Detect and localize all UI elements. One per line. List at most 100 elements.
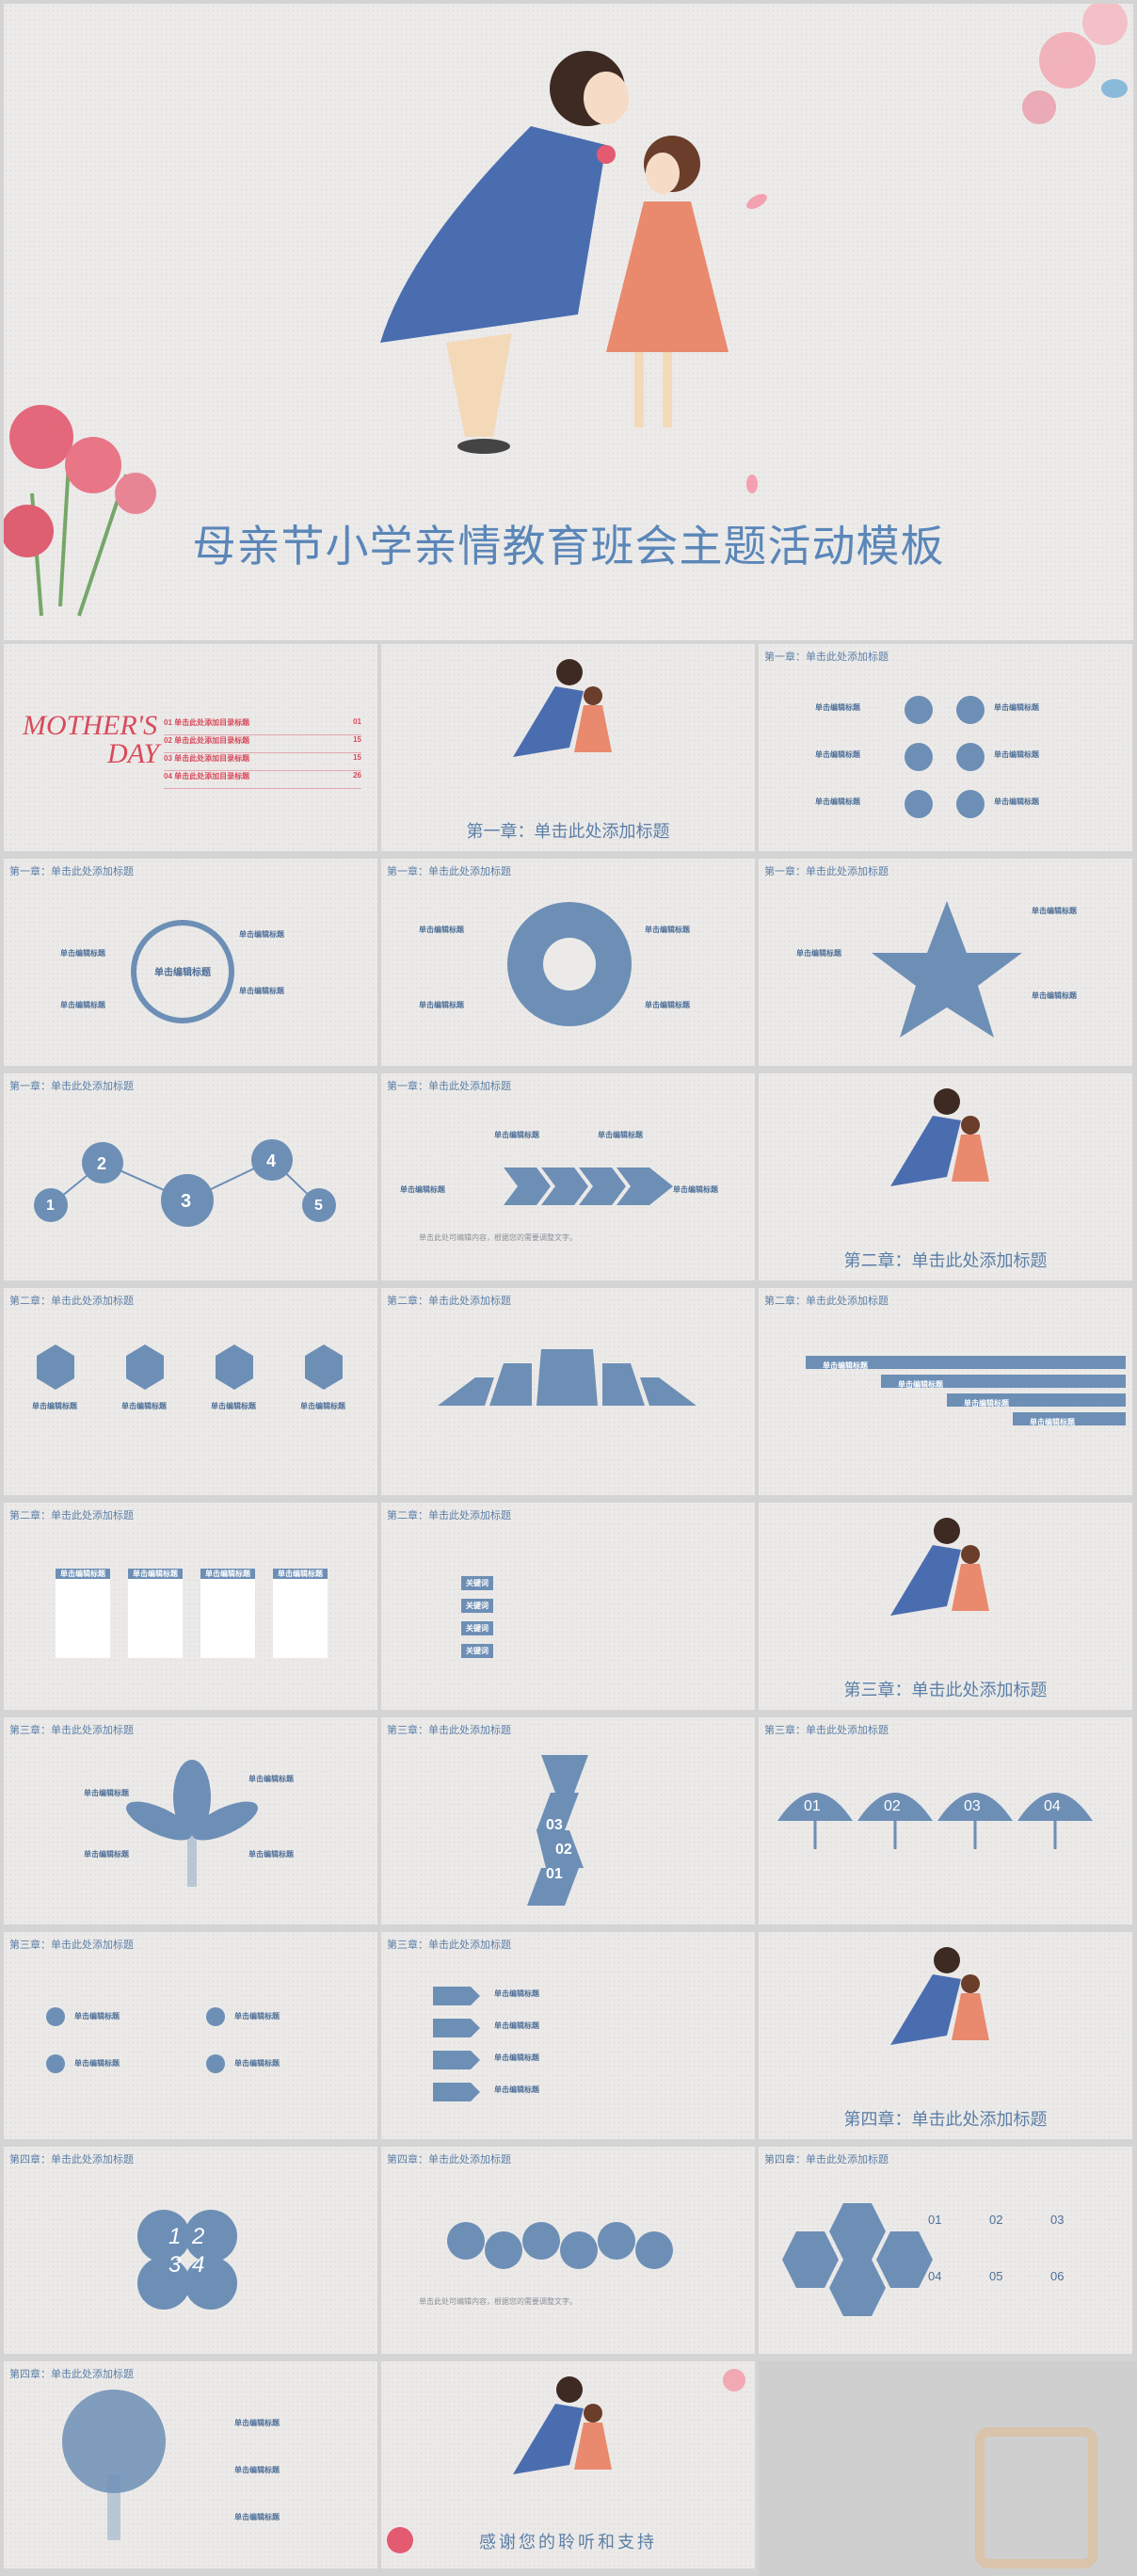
item-title: 单击编辑标题 — [84, 1789, 129, 1797]
corner-flowers — [1022, 4, 1128, 124]
slide-header: 第二章：单击此处添加标题 — [9, 1510, 134, 1521]
slide-8-steps[interactable]: 第一章：单击此处添加标题 1 2 3 4 5 — [4, 1073, 377, 1280]
slide-6-ring[interactable]: 第一章：单击此处添加标题 单击编辑标题 单击编辑标题 单击编辑标题 单击编辑标题 — [381, 859, 755, 1066]
item-title: 单击编辑标题 — [84, 1850, 129, 1859]
item-title: 单击编辑标题 — [994, 703, 1039, 712]
slide-header: 第三章：单击此处添加标题 — [387, 1725, 511, 1736]
slide-2-toc[interactable]: MOTHER'S DAY 01 单击此处添加目录标题 01 02 单击此处添加目录… — [4, 644, 377, 851]
item-title: 单击编辑标题 — [494, 2053, 539, 2062]
item-number: 01 — [928, 2213, 942, 2227]
item-title: 单击编辑标题 — [994, 750, 1039, 759]
item-title: 单击编辑标题 — [248, 1775, 294, 1783]
item-title: 单击编辑标题 — [248, 1850, 294, 1859]
toc-list: 01 单击此处添加目录标题 01 02 单击此处添加目录标题 15 03 单击此处添… — [164, 717, 361, 789]
hero-title: 母亲节小学亲情教育班会主题活动模板 — [192, 522, 945, 571]
slide-14-cards[interactable]: 第二章：单击此处添加标题 单击编辑标题 单击编辑标题 单击编辑标题 单击编辑标题 — [4, 1503, 377, 1710]
chapter-title: 第二章：单击此处添加标题 — [843, 1251, 1048, 1270]
keyword-tag: 关键词 — [461, 1621, 493, 1635]
hero-slide[interactable]: 母亲节小学亲情教育班会主题活动模板 — [4, 4, 1133, 640]
item-number: 05 — [989, 2269, 1003, 2283]
step-number: 5 — [314, 1198, 323, 1214]
item-title: 单击编辑标题 — [74, 2059, 120, 2068]
item-title: 单击编辑标题 — [234, 2012, 280, 2021]
slide-23-petals[interactable]: 第四章：单击此处添加标题 1 2 3 4 — [4, 2147, 377, 2354]
slide-header: 第一章：单击此处添加标题 — [387, 1081, 511, 1092]
ring-diagram — [507, 902, 632, 1026]
item-title: 单击编辑标题 — [1032, 991, 1077, 1000]
slide-9-arrows[interactable]: 第一章：单击此处添加标题 单击编辑标题 单击编辑标题 单击编辑标题 单击编辑标题… — [381, 1073, 755, 1280]
slide-26-tree[interactable]: 第四章：单击此处添加标题 单击编辑标题 单击编辑标题 单击编辑标题 — [4, 2361, 377, 2568]
slide-3-chapter[interactable]: 第一章：单击此处添加标题 — [381, 644, 755, 851]
slide-7-star[interactable]: 第一章：单击此处添加标题 单击编辑标题 单击编辑标题 单击编辑标题 — [759, 859, 1132, 1066]
mothers-text: MOTHER'S — [23, 710, 158, 741]
arrow-diagram — [504, 1167, 673, 1205]
item-title: 单击编辑标题 — [994, 797, 1039, 806]
slide-24-bubbles[interactable]: 第四章：单击此处添加标题 单击此处可编辑内容，根据您的需要调整文字。 — [381, 2147, 755, 2354]
umbrella-number: 03 — [964, 1798, 981, 1814]
slide-13-bars[interactable]: 第二章：单击此处添加标题 单击编辑标题 单击编辑标题 单击编辑标题 单击编辑标题 — [759, 1288, 1132, 1495]
mother-child-illustration — [890, 1088, 989, 1186]
star-diagram — [872, 901, 1022, 1038]
slide-header: 第一章：单击此处添加标题 — [9, 1081, 134, 1092]
slide-12-podium[interactable]: 第二章：单击此处添加标题 — [381, 1288, 755, 1495]
item-number: 04 — [928, 2269, 942, 2283]
card: 单击编辑标题 — [128, 1569, 183, 1658]
thanks-text: 感谢您的聆听和支持 — [479, 2533, 657, 2552]
arrow-number: 01 — [546, 1866, 563, 1882]
mother-child-illustration — [890, 1947, 989, 2045]
keyword-tag: 关键词 — [461, 1576, 493, 1590]
item-title: 单击编辑标题 — [211, 1402, 256, 1410]
podium-diagram — [438, 1349, 697, 1406]
watermark-logo — [975, 2427, 1097, 2568]
mother-child-illustration — [513, 659, 612, 757]
card: 单击编辑标题 — [200, 1569, 255, 1658]
item-title: 单击编辑标题 — [234, 2059, 280, 2068]
slide-19-umbrellas[interactable]: 第三章：单击此处添加标题 01 02 03 04 — [759, 1717, 1132, 1924]
item-title: 单击编辑标题 — [60, 949, 105, 958]
bar-header: 单击编辑标题 — [806, 1356, 1126, 1370]
slide-4-icons[interactable]: 第一章：单击此处添加标题 单击编辑标题 单击编辑标题 单击编辑标题 单击编辑标题… — [759, 644, 1132, 851]
carnation-flowers — [4, 405, 156, 617]
steps-diagram — [34, 1139, 336, 1227]
slide-18-zigzag[interactable]: 第三章：单击此处添加标题 01 02 03 — [381, 1717, 755, 1924]
umbrella-diagram — [777, 1793, 1093, 1849]
item-title: 单击编辑标题 — [494, 2021, 539, 2030]
slide-22-chapter[interactable]: 第四章：单击此处添加标题 — [759, 1932, 1132, 2139]
slide-15-keywords[interactable]: 第二章：单击此处添加标题 关键词 关键词 关键词 关键词 — [381, 1503, 755, 1710]
slide-10-chapter[interactable]: 第二章：单击此处添加标题 — [759, 1073, 1132, 1280]
petal-number: 2 — [192, 2224, 205, 2249]
item-title: 单击编辑标题 — [234, 2419, 280, 2427]
slide-17-leaf[interactable]: 第三章：单击此处添加标题 单击编辑标题 单击编辑标题 单击编辑标题 单击编辑标题 — [4, 1717, 377, 1924]
slide-20-list[interactable]: 第三章：单击此处添加标题 单击编辑标题 单击编辑标题 单击编辑标题 单击编辑标题 — [4, 1932, 377, 2139]
toc-item: 02 单击此处添加目录标题 15 — [164, 735, 361, 753]
slide-header: 第三章：单击此处添加标题 — [387, 1940, 511, 1951]
card: 单击编辑标题 — [273, 1569, 328, 1658]
chapter-title: 第一章：单击此处添加标题 — [466, 822, 670, 841]
item-title: 单击编辑标题 — [60, 1001, 105, 1009]
slide-header: 第一章：单击此处添加标题 — [764, 652, 889, 663]
slide-header: 第二章：单击此处添加标题 — [387, 1510, 511, 1521]
slide-header: 第四章：单击此处添加标题 — [9, 2154, 134, 2165]
zigzag-diagram — [527, 1755, 588, 1906]
slide-25-hexcluster[interactable]: 第四章：单击此处添加标题 01 02 03 04 05 06 — [759, 2147, 1132, 2354]
item-title: 单击编辑标题 — [815, 750, 860, 759]
card: 单击编辑标题 — [56, 1569, 110, 1658]
umbrella-number: 01 — [804, 1798, 821, 1814]
item-title: 单击编辑标题 — [234, 2466, 280, 2474]
item-title: 单击编辑标题 — [815, 797, 860, 806]
child-figure — [597, 136, 729, 427]
slide-11-hexagons[interactable]: 第二章：单击此处添加标题 单击编辑标题 单击编辑标题 单击编辑标题 单击编辑标题 — [4, 1288, 377, 1495]
item-title: 单击编辑标题 — [32, 1402, 77, 1410]
item-title: 单击编辑标题 — [815, 703, 860, 712]
slide-header: 第三章：单击此处添加标题 — [764, 1725, 889, 1736]
item-title: 单击编辑标题 — [598, 1131, 643, 1139]
slide-21-arrows-list[interactable]: 第三章：单击此处添加标题 单击编辑标题 单击编辑标题 单击编辑标题 单击编辑标题 — [381, 1932, 755, 2139]
slide-5-circle[interactable]: 第一章：单击此处添加标题 单击编辑标题 单击编辑标题 单击编辑标题 单击编辑标题… — [4, 859, 377, 1066]
petal-diagram — [137, 2210, 237, 2310]
slide-header: 第二章：单击此处添加标题 — [764, 1296, 889, 1307]
day-text: DAY — [107, 738, 160, 769]
item-title: 单击编辑标题 — [494, 1131, 539, 1139]
slide-16-chapter[interactable]: 第三章：单击此处添加标题 — [759, 1503, 1132, 1710]
arrow-number: 03 — [546, 1817, 563, 1833]
slide-27-thanks[interactable]: 感谢您的聆听和支持 — [381, 2361, 755, 2568]
